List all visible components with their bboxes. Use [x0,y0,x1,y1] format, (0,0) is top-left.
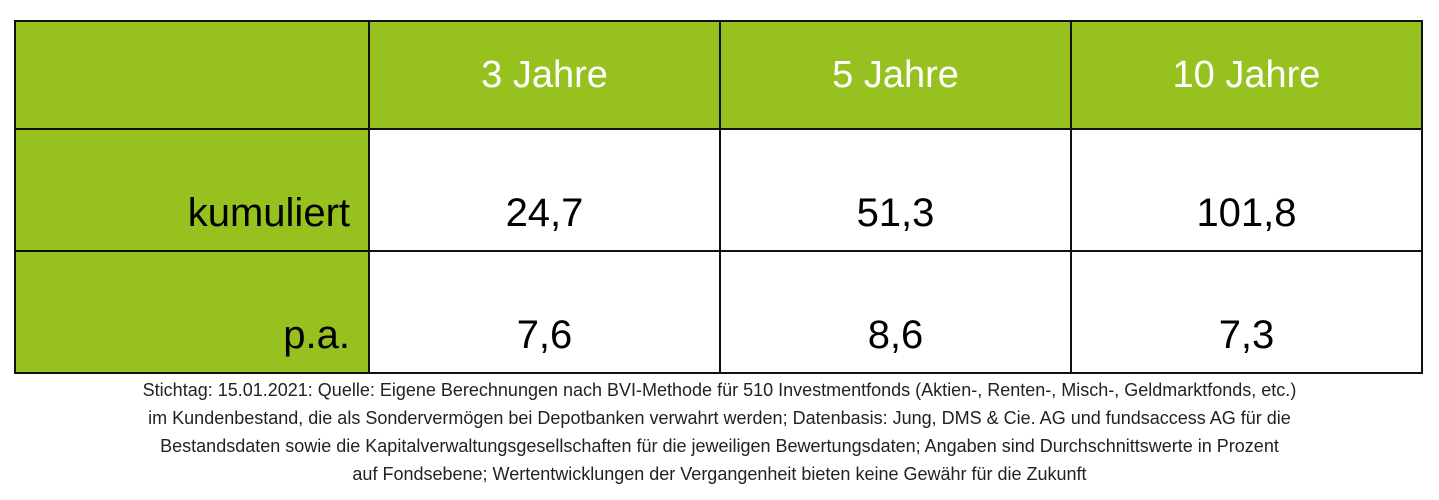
footnote-line: Bestandsdaten sowie die Kapitalverwaltun… [160,436,1279,456]
performance-table: 3 Jahre 5 Jahre 10 Jahre kumuliert 24,7 … [14,20,1423,374]
value-cell: 7,6 [368,250,721,374]
footnote-line: Stichtag: 15.01.2021: Quelle: Eigene Ber… [142,380,1297,400]
value-cell: 101,8 [1070,128,1423,252]
footnote-line: im Kundenbestand, die als Sondervermögen… [148,408,1291,428]
value-cell: 7,3 [1070,250,1423,374]
row-label-kumuliert: kumuliert [14,128,370,252]
source-footnote: Stichtag: 15.01.2021: Quelle: Eigene Ber… [20,376,1419,488]
table-header-row: 3 Jahre 5 Jahre 10 Jahre [14,20,1423,130]
column-header-3-jahre: 3 Jahre [368,20,721,130]
table-row: p.a. 7,6 8,6 7,3 [14,250,1423,374]
value-cell: 8,6 [719,250,1072,374]
table-row: kumuliert 24,7 51,3 101,8 [14,128,1423,252]
footnote-line: auf Fondsebene; Wertentwicklungen der Ve… [352,464,1087,484]
value-cell: 51,3 [719,128,1072,252]
row-label-pa: p.a. [14,250,370,374]
column-header-5-jahre: 5 Jahre [719,20,1072,130]
header-corner-cell [14,20,370,130]
value-cell: 24,7 [368,128,721,252]
column-header-10-jahre: 10 Jahre [1070,20,1423,130]
